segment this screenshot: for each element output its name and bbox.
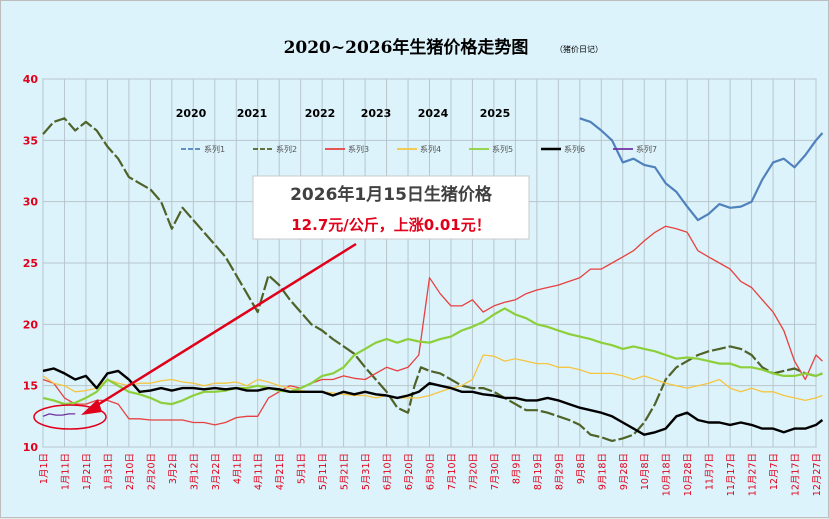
series-line-3	[42, 225, 823, 426]
year-label-2025: 2025	[480, 107, 511, 120]
annotation-line2: 12.7元/公斤，上涨0.01元！	[291, 216, 491, 234]
x-tick-label: 8月9日	[511, 453, 522, 484]
x-tick-label: 11月27日	[748, 453, 759, 496]
x-tick-label: 5月1日	[297, 453, 308, 484]
series-line-7	[42, 413, 76, 417]
chart-title: 2020~2026年生猪价格走势图	[284, 37, 529, 58]
x-tick-label: 6月10日	[383, 453, 394, 490]
y-tick-label: 40	[23, 73, 39, 86]
x-tick-label: 7月30日	[490, 453, 501, 490]
x-tick-label: 8月19日	[533, 453, 544, 490]
y-tick-label: 25	[23, 257, 38, 270]
chart-subtitle: （猪价日记）	[555, 44, 603, 54]
year-label-2022: 2022	[305, 107, 336, 120]
legend-label-6: 系列6	[564, 144, 585, 154]
x-tick-label: 12月7日	[769, 453, 780, 490]
x-tick-label: 2月20日	[146, 453, 157, 490]
y-tick-label: 10	[23, 441, 39, 454]
series-line-1	[579, 117, 824, 222]
x-tick-label: 9月8日	[576, 453, 587, 484]
y-tick-label: 20	[23, 318, 39, 331]
x-tick-label: 7月10日	[447, 453, 458, 490]
annotation-line1: 2026年1月15日生猪价格	[290, 184, 493, 205]
x-tick-label: 6月30日	[426, 453, 437, 490]
annotation: 2026年1月15日生猪价格 12.7元/公斤，上涨0.01元！	[33, 175, 530, 430]
x-tick-label: 2月10日	[125, 453, 136, 490]
year-labels: 2020 2021 2022 2023 2024 2025	[176, 107, 511, 120]
x-tick-label: 9月18日	[597, 453, 608, 490]
x-tick-label: 12月17日	[791, 453, 802, 496]
x-tick-label: 9月28日	[619, 453, 630, 490]
x-tick-label: 11月7日	[705, 453, 716, 490]
x-tick-label: 5月31日	[361, 453, 372, 490]
x-tick-label: 12月27日	[812, 453, 823, 496]
x-tick-label: 3月12日	[189, 453, 200, 490]
x-tick-label: 3月2日	[168, 453, 179, 484]
x-tick-label: 7月20日	[468, 453, 479, 490]
legend-label-7: 系列7	[636, 144, 657, 154]
x-tick-label: 4月11日	[254, 453, 265, 490]
legend: 系列1 系列2 系列3 系列4 系列5 系列6 系列7	[181, 144, 657, 154]
series-line-2	[42, 117, 823, 442]
legend-label-5: 系列5	[492, 144, 513, 154]
x-tick-label: 10月8日	[640, 453, 651, 490]
series-line-6	[42, 367, 824, 436]
series-line-5	[42, 307, 823, 406]
year-label-2024: 2024	[418, 107, 449, 120]
series-lines	[42, 117, 824, 442]
x-tick-label: 5月21日	[340, 453, 351, 490]
highlight-ellipse	[33, 404, 107, 430]
x-tick-label: 10月28日	[683, 453, 694, 496]
x-tick-label: 10月18日	[662, 453, 673, 496]
legend-label-2: 系列2	[276, 144, 297, 154]
legend-label-1: 系列1	[204, 144, 225, 154]
y-tick-label: 15	[23, 380, 38, 393]
x-tick-label: 11月17日	[726, 453, 737, 496]
legend-label-3: 系列3	[348, 144, 369, 154]
grid-lines	[42, 78, 817, 448]
series-line-4	[42, 354, 823, 402]
x-tick-label: 1月31日	[103, 453, 114, 490]
x-tick-label: 4月1日	[232, 453, 243, 484]
x-tick-label: 3月22日	[211, 453, 222, 490]
x-tick-label: 4月21日	[275, 453, 286, 490]
annotation-box	[252, 175, 530, 240]
x-tick-label: 6月20日	[404, 453, 415, 490]
x-tick-label: 1月11日	[60, 453, 71, 490]
year-label-2021: 2021	[237, 107, 268, 120]
x-tick-label: 8月29日	[554, 453, 565, 490]
y-tick-label: 35	[23, 134, 38, 147]
x-tick-label: 1月1日	[39, 453, 50, 484]
year-label-2020: 2020	[176, 107, 207, 120]
x-tick-label: 1月21日	[82, 453, 93, 490]
legend-label-4: 系列4	[420, 144, 441, 154]
y-tick-label: 30	[23, 196, 39, 209]
annotation-arrow	[90, 242, 357, 411]
year-label-2023: 2023	[361, 107, 392, 120]
x-tick-label: 5月11日	[318, 453, 329, 490]
